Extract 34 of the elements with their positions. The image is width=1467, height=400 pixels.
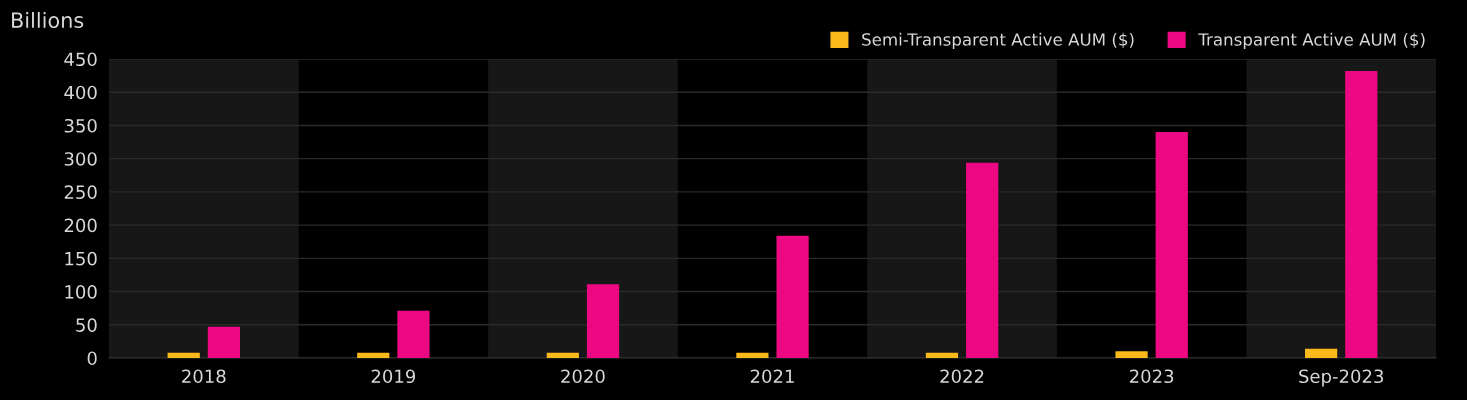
bar [397, 310, 430, 358]
bar [586, 284, 620, 358]
x-tick-label: 2023 [1129, 369, 1174, 384]
y-tick-label: 400 [64, 85, 97, 100]
x-tick-label: 2018 [182, 369, 226, 384]
legend-label: Transparent Active AUM ($) [1198, 32, 1425, 49]
x-tick-label: 2021 [750, 369, 794, 384]
bar [776, 235, 809, 358]
bar [1155, 132, 1188, 358]
y-tick-label: 200 [64, 218, 97, 233]
y-axis-title: Billions [12, 11, 84, 29]
y-tick-label: 450 [64, 52, 97, 67]
y-tick-label: 0 [87, 351, 97, 366]
y-tick-label: 100 [65, 285, 97, 299]
x-tick-label: 2022 [940, 369, 984, 384]
bar [1115, 351, 1148, 358]
bar [1305, 348, 1338, 358]
legend-label: Semi-Transparent Active AUM ($) [862, 32, 1134, 49]
bar [736, 352, 769, 358]
y-tick-label: 300 [64, 152, 97, 166]
x-tick-label: Sep-2023 [1299, 369, 1384, 387]
bar [167, 352, 200, 358]
y-tick-label: 350 [64, 118, 97, 133]
x-tick-label: 2020 [561, 369, 605, 384]
bar [925, 352, 959, 358]
y-tick-label: 250 [64, 185, 97, 200]
bar [357, 352, 390, 358]
bar [207, 326, 240, 358]
x-tick-label: 2019 [371, 369, 416, 384]
y-tick-label: 50 [76, 318, 97, 332]
y-tick-label: 150 [65, 251, 97, 266]
bar [1345, 70, 1378, 358]
bar [966, 162, 999, 358]
bar [546, 352, 579, 358]
